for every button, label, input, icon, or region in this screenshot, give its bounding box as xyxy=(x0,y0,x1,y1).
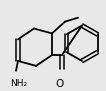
Text: NH₂: NH₂ xyxy=(10,79,27,88)
Text: O: O xyxy=(56,79,64,89)
